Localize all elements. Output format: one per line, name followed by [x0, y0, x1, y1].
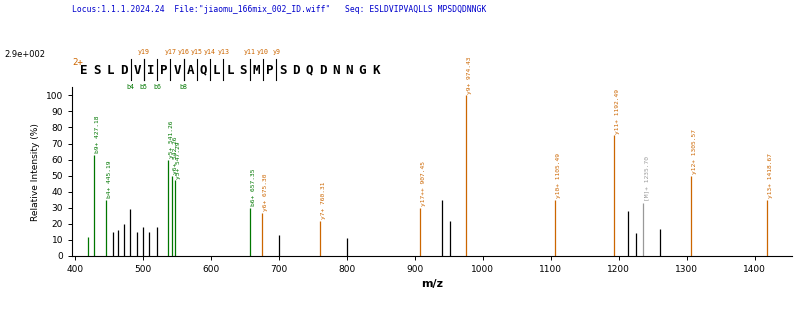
Text: y13: y13	[218, 49, 230, 55]
Text: y11+ 1192.49: y11+ 1192.49	[614, 89, 620, 134]
Text: b4+ 445.19: b4+ 445.19	[107, 161, 112, 198]
Text: V: V	[173, 64, 181, 77]
Text: 2.9e+002: 2.9e+002	[4, 50, 45, 59]
Text: y10+ 1105.49: y10+ 1105.49	[556, 153, 561, 198]
Text: y12+ 1305.57: y12+ 1305.57	[691, 129, 697, 174]
Text: y9: y9	[272, 49, 280, 55]
Text: K: K	[372, 64, 379, 77]
Y-axis label: Relative Intensity (%): Relative Intensity (%)	[31, 123, 40, 221]
Text: Q: Q	[200, 64, 207, 77]
Text: I: I	[146, 64, 154, 77]
Text: b5: b5	[140, 84, 148, 90]
Text: N: N	[332, 64, 340, 77]
Text: y6+ 542.26: y6+ 542.26	[173, 137, 178, 174]
Text: y19: y19	[138, 49, 150, 55]
Text: y17: y17	[164, 49, 176, 55]
Text: y14: y14	[204, 49, 216, 55]
Text: M: M	[253, 64, 260, 77]
Text: b6: b6	[153, 84, 161, 90]
Text: [M]+ 1235.70: [M]+ 1235.70	[644, 156, 649, 201]
Text: P: P	[160, 64, 167, 77]
Text: V: V	[134, 64, 141, 77]
X-axis label: m/z: m/z	[421, 280, 443, 290]
Text: y17++ 907.45: y17++ 907.45	[421, 161, 426, 206]
Text: y5+ 547.29: y5+ 547.29	[177, 141, 182, 179]
Text: y11: y11	[244, 49, 256, 55]
Text: y9+ 974.43: y9+ 974.43	[466, 56, 471, 94]
Text: b4: b4	[126, 84, 134, 90]
Text: S: S	[279, 64, 286, 77]
Text: S: S	[94, 64, 102, 77]
Text: G: G	[358, 64, 366, 77]
Text: D: D	[293, 64, 300, 77]
Text: L: L	[213, 64, 221, 77]
Text: E: E	[81, 64, 88, 77]
Text: y10: y10	[257, 49, 269, 55]
Text: y5+ 541.26: y5+ 541.26	[169, 120, 174, 158]
Text: b9+ 427.18: b9+ 427.18	[95, 116, 100, 153]
Text: Q: Q	[306, 64, 313, 77]
Text: 2+: 2+	[72, 58, 83, 67]
Text: D: D	[120, 64, 128, 77]
Text: b8: b8	[179, 84, 187, 90]
Text: y6+ 675.30: y6+ 675.30	[263, 173, 269, 211]
Text: A: A	[186, 64, 194, 77]
Text: D: D	[319, 64, 326, 77]
Text: L: L	[107, 64, 114, 77]
Text: L: L	[226, 64, 234, 77]
Text: b6+ 657.35: b6+ 657.35	[251, 168, 256, 206]
Text: y13+ 1418.67: y13+ 1418.67	[768, 153, 774, 198]
Text: N: N	[346, 64, 353, 77]
Text: y16: y16	[178, 49, 190, 55]
Text: S: S	[239, 64, 247, 77]
Text: P: P	[266, 64, 274, 77]
Text: y15: y15	[191, 49, 203, 55]
Text: Locus:1.1.1.2024.24  File:"jiaomu_166mix_002_ID.wiff"   Seq: ESLDVIPVAQLLS MPSDQ: Locus:1.1.1.2024.24 File:"jiaomu_166mix_…	[72, 5, 486, 14]
Text: y7+ 760.31: y7+ 760.31	[321, 182, 326, 219]
